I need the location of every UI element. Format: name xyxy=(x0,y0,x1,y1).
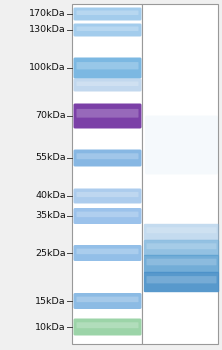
FancyBboxPatch shape xyxy=(147,227,216,233)
FancyBboxPatch shape xyxy=(73,318,141,336)
FancyBboxPatch shape xyxy=(73,208,141,224)
FancyBboxPatch shape xyxy=(77,296,139,302)
FancyBboxPatch shape xyxy=(144,240,219,256)
FancyBboxPatch shape xyxy=(73,189,141,203)
FancyBboxPatch shape xyxy=(77,248,139,254)
FancyBboxPatch shape xyxy=(73,78,141,91)
FancyBboxPatch shape xyxy=(77,109,139,118)
Text: 70kDa: 70kDa xyxy=(35,112,66,120)
FancyBboxPatch shape xyxy=(73,23,141,36)
FancyBboxPatch shape xyxy=(73,57,141,78)
FancyBboxPatch shape xyxy=(77,322,139,328)
FancyBboxPatch shape xyxy=(73,7,141,21)
Text: 15kDa: 15kDa xyxy=(35,296,66,306)
Text: 170kDa: 170kDa xyxy=(29,9,66,19)
FancyBboxPatch shape xyxy=(147,243,216,249)
FancyBboxPatch shape xyxy=(77,153,139,159)
FancyBboxPatch shape xyxy=(77,27,139,31)
Text: 55kDa: 55kDa xyxy=(35,154,66,162)
FancyBboxPatch shape xyxy=(147,276,216,284)
Bar xyxy=(72,4,142,344)
FancyBboxPatch shape xyxy=(73,245,141,261)
FancyBboxPatch shape xyxy=(77,10,139,15)
FancyBboxPatch shape xyxy=(77,192,139,197)
FancyBboxPatch shape xyxy=(147,259,216,265)
Text: 130kDa: 130kDa xyxy=(29,26,66,35)
Bar xyxy=(142,4,218,344)
Text: 35kDa: 35kDa xyxy=(35,211,66,220)
Text: 10kDa: 10kDa xyxy=(35,322,66,331)
FancyBboxPatch shape xyxy=(77,82,139,86)
FancyBboxPatch shape xyxy=(145,116,218,175)
Text: 100kDa: 100kDa xyxy=(29,63,66,72)
FancyBboxPatch shape xyxy=(144,255,219,273)
Text: 40kDa: 40kDa xyxy=(35,191,66,201)
FancyBboxPatch shape xyxy=(144,272,219,292)
Text: 25kDa: 25kDa xyxy=(35,248,66,258)
FancyBboxPatch shape xyxy=(144,224,219,240)
FancyBboxPatch shape xyxy=(73,104,141,128)
FancyBboxPatch shape xyxy=(73,149,141,167)
FancyBboxPatch shape xyxy=(77,62,139,69)
FancyBboxPatch shape xyxy=(73,293,141,309)
FancyBboxPatch shape xyxy=(77,212,139,217)
